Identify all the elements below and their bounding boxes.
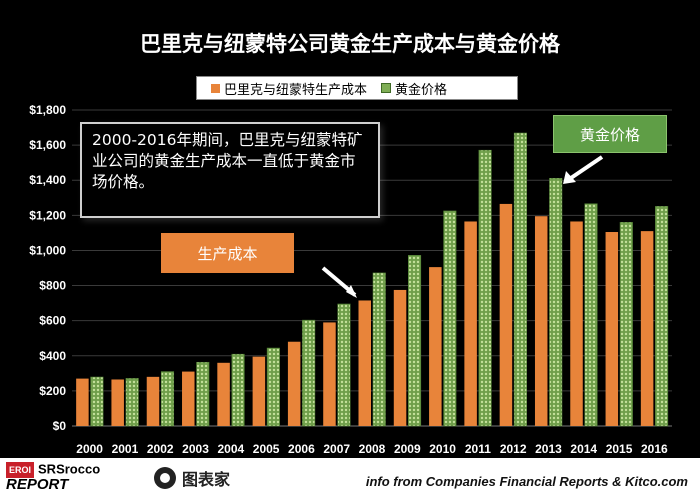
bar-price-2009 [407,255,422,427]
source-note: info from Companies Financial Reports & … [365,474,688,489]
x-tick-label: 2016 [641,442,668,456]
x-tick-label: 2012 [500,442,527,456]
x-tick-label: 2013 [535,442,562,456]
srs-name: SRSrocco [38,461,101,477]
bar-cost-2010 [429,267,442,426]
bar-cost-2013 [534,216,548,426]
bar-price-2000 [90,376,104,427]
bar-cost-2016 [640,231,654,426]
brand-logo: 图表家 [154,466,230,490]
x-tick-label: 2014 [570,442,597,456]
bar-price-2014 [584,203,598,427]
bar-price-2005 [266,347,280,427]
x-tick-label: 2005 [253,442,280,456]
bar-cost-2012 [499,203,513,426]
y-tick-label: $1,200 [29,208,66,222]
y-tick-label: $1,800 [29,103,66,117]
y-tick-label: $0 [53,419,67,433]
bar-price-2002 [160,371,175,427]
x-tick-label: 2002 [147,442,174,456]
bar-cost-2008 [358,300,371,426]
bar-cost-2003 [182,371,195,426]
footer: EROI SRSrocco REPORT 图表家 info from Compan… [0,458,700,499]
bar-price-2011 [478,149,492,427]
brand-icon [154,467,176,489]
x-tick-label: 2006 [288,442,315,456]
x-tick-label: 2011 [465,442,491,456]
bar-cost-2007 [323,322,336,426]
x-tick-label: 2009 [394,442,421,456]
bar-cost-2006 [287,341,301,426]
price-arrow-head [563,171,576,184]
bar-cost-2000 [76,378,89,426]
y-tick-label: $200 [39,384,66,398]
x-tick-label: 2000 [76,442,103,456]
y-tick-label: $1,000 [29,243,66,257]
note-box: 2000-2016年期间，巴里克与纽蒙特矿业公司的黄金生产成本一直低于黄金市场价… [80,122,380,218]
bar-cost-2009 [393,289,407,426]
bar-price-2006 [302,319,316,427]
x-tick-label: 2001 [112,442,139,456]
x-tick-label: 2007 [323,442,350,456]
bar-price-2007 [337,303,351,427]
bar-price-2010 [443,210,457,427]
bar-cost-2011 [464,221,477,426]
price-callout: 黄金价格 [553,115,667,153]
bar-price-2004 [231,353,245,427]
bar-cost-2015 [605,232,619,426]
eroi-tag: EROI [6,462,35,478]
bar-price-2001 [125,378,139,427]
srs-logo: EROI SRSrocco REPORT [6,462,100,492]
legend-swatch-cost [211,83,220,93]
bar-cost-2004 [217,362,230,426]
legend-swatch-price [381,83,392,93]
legend-item-cost: 巴里克与纽蒙特生产成本 [211,79,367,98]
legend: 巴里克与纽蒙特生产成本 黄金价格 [196,76,518,100]
y-tick-label: $1,600 [29,138,66,152]
brand-name: 图表家 [182,472,231,489]
bar-cost-2014 [570,221,583,426]
bar-cost-2002 [146,376,160,426]
bar-price-2015 [619,222,633,427]
x-tick-label: 2008 [359,442,386,456]
bar-price-2012 [513,132,527,427]
legend-item-price: 黄金价格 [381,79,447,98]
y-tick-label: $800 [39,279,66,293]
cost-callout: 生产成本 [161,233,294,273]
bar-cost-2001 [111,379,124,426]
srs-report: REPORT [6,476,69,493]
x-tick-label: 2004 [217,442,244,456]
bar-price-2016 [655,206,669,427]
y-tick-label: $1,400 [29,173,66,187]
legend-label-cost: 巴里克与纽蒙特生产成本 [224,82,368,98]
x-tick-label: 2010 [429,442,456,456]
price-arrow [566,155,604,182]
x-tick-label: 2003 [182,442,209,456]
bar-price-2008 [372,272,386,427]
x-tick-label: 2015 [606,442,633,456]
y-tick-label: $400 [39,349,66,363]
cost-arrow-head [346,285,357,298]
chart-title: 巴里克与纽蒙特公司黄金生产成本与黄金价格 [140,32,560,56]
bar-cost-2005 [252,356,266,426]
y-tick-label: $600 [39,314,66,328]
bar-price-2003 [196,361,210,427]
bar-price-2013 [549,177,563,427]
legend-label-price: 黄金价格 [395,82,448,98]
